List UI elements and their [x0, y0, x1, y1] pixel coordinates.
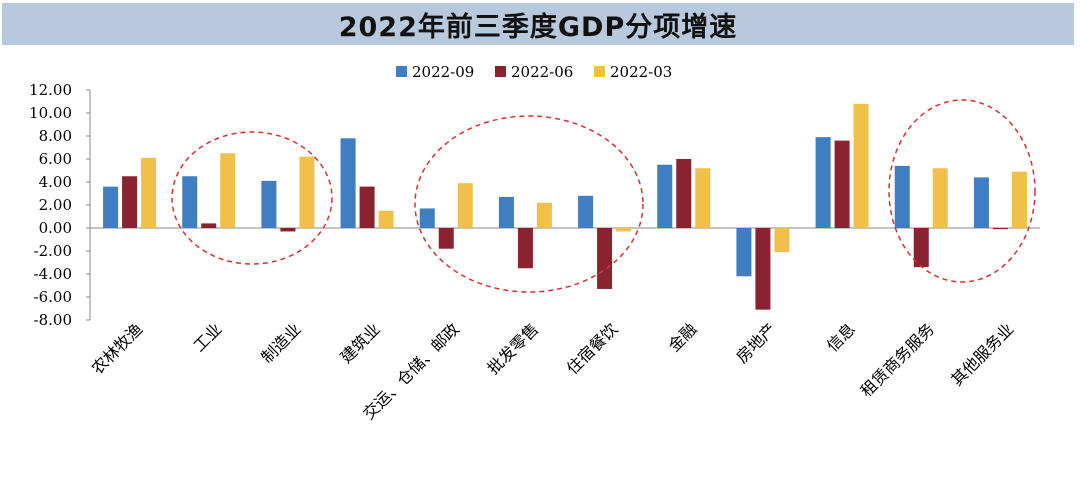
highlight-circles: [171, 99, 1036, 293]
x-category-label: 金融: [665, 319, 701, 355]
bar-2022-06-2: [280, 228, 296, 232]
x-category-label: 其他服务业: [947, 319, 1017, 389]
bar-2022-03-8: [774, 228, 790, 253]
legend-label: 2022-09: [412, 63, 474, 81]
bar-2022-03-3: [378, 210, 394, 228]
bar-2022-09-5: [498, 196, 514, 228]
bar-2022-03-11: [1011, 171, 1027, 228]
bar-2022-03-0: [141, 157, 157, 228]
bar-2022-09-7: [657, 164, 673, 228]
bars: [103, 103, 1027, 310]
highlight-circle: [171, 131, 333, 265]
bar-2022-09-6: [578, 195, 594, 228]
bar-2022-09-2: [261, 180, 277, 228]
bar-2022-03-7: [695, 168, 711, 228]
bar-2022-09-11: [973, 177, 989, 228]
x-category-label: 建筑业: [337, 319, 384, 366]
bar-2022-06-6: [597, 228, 613, 289]
x-category-label: 房地产: [732, 319, 779, 366]
bar-2022-09-4: [419, 208, 435, 228]
bar-2022-06-7: [676, 159, 692, 228]
y-tick-label: 6.00: [39, 150, 72, 168]
highlight-circle: [888, 99, 1036, 283]
bar-2022-09-9: [815, 137, 831, 228]
x-category-label: 农林牧渔: [88, 319, 147, 378]
x-category-label: 租赁商务服务: [857, 319, 938, 400]
legend-label: 2022-03: [610, 63, 672, 81]
legend-swatch: [594, 66, 605, 77]
x-category-label: 工业: [190, 319, 226, 355]
x-category-label: 制造业: [257, 319, 304, 366]
bar-2022-09-0: [103, 186, 119, 228]
legend-label: 2022-06: [511, 63, 573, 81]
highlight-circle: [414, 115, 644, 293]
legend: 2022-09 2022-06 2022-03: [396, 63, 672, 81]
bar-2022-03-5: [536, 202, 552, 228]
y-tick-label: 8.00: [39, 127, 72, 145]
y-tick-label: -4.00: [34, 265, 72, 283]
bar-2022-09-1: [182, 176, 198, 228]
bar-2022-09-10: [894, 165, 910, 228]
bar-2022-03-2: [299, 156, 315, 228]
bar-2022-09-8: [736, 228, 752, 277]
chart-title-bar: 2022年前三季度GDP分项增速: [2, 3, 1074, 45]
bar-2022-03-1: [220, 153, 236, 228]
y-tick-label: -6.00: [34, 288, 72, 306]
x-category-label: 信息: [823, 319, 859, 355]
bar-2022-09-3: [340, 138, 356, 228]
y-tick-label: 2.00: [39, 196, 72, 214]
x-category-label: 批发零售: [484, 319, 543, 378]
bar-2022-06-11: [992, 228, 1008, 230]
bar-2022-03-4: [457, 183, 473, 228]
bar-2022-06-8: [755, 228, 771, 310]
bar-2022-06-3: [359, 186, 375, 228]
y-tick-label: 12.00: [29, 81, 72, 99]
legend-swatch: [396, 66, 407, 77]
y-tick-label: 0.00: [39, 219, 72, 237]
chart-title: 2022年前三季度GDP分项增速: [338, 11, 738, 43]
y-axis: 12.00 10.00 8.00 6.00 4.00 2.00 0.00 -2.00 -4.00…: [29, 81, 91, 329]
y-tick-label: -2.00: [34, 242, 72, 260]
y-tick-label: -8.00: [34, 311, 72, 329]
bar-2022-03-9: [853, 103, 869, 228]
y-tick-label: 4.00: [39, 173, 72, 191]
bar-2022-06-1: [201, 223, 217, 228]
bar-2022-03-6: [616, 228, 632, 232]
bar-2022-06-5: [517, 228, 533, 269]
bar-2022-03-10: [932, 168, 948, 228]
y-tick-label: 10.00: [29, 104, 72, 122]
legend-swatch: [495, 66, 506, 77]
bar-2022-06-4: [438, 228, 454, 249]
x-category-label: 住宿餐饮: [563, 319, 622, 378]
bar-2022-06-9: [834, 140, 850, 228]
gdp-growth-chart: 2022-09 2022-06 2022-03 12.00 10.00 8.00 6.00…: [29, 63, 1040, 423]
bar-2022-06-0: [122, 176, 138, 228]
bar-2022-06-10: [913, 228, 929, 268]
